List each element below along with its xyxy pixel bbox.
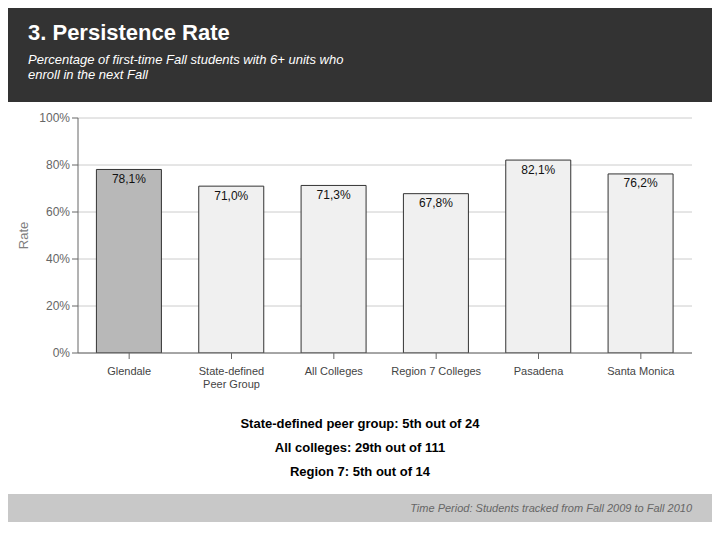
- html-text:State-defined peer group: 5th: State-defined peer group: 5th out of 24: [240, 416, 480, 431]
- svg-text:Pasadena: Pasadena: [514, 365, 564, 377]
- svg-text:Region 7 Colleges: Region 7 Colleges: [391, 365, 481, 377]
- svg-text:71,0%: 71,0%: [214, 189, 248, 203]
- svg-text:20%: 20%: [46, 299, 70, 313]
- html-text:Time Period: Students tracked: Time Period: Students tracked from Fall …: [410, 502, 692, 514]
- svg-text:0%: 0%: [53, 346, 71, 360]
- svg-text:80%: 80%: [46, 158, 70, 172]
- svg-text:Santa Monica: Santa Monica: [607, 365, 675, 377]
- svg-text:76,2%: 76,2%: [624, 176, 658, 190]
- svg-text:Rate: Rate: [16, 222, 31, 249]
- svg-text:78,1%: 78,1%: [112, 172, 146, 186]
- svg-text:60%: 60%: [46, 205, 70, 219]
- svg-text:71,3%: 71,3%: [317, 188, 351, 202]
- svg-text:All Colleges: All Colleges: [305, 365, 364, 377]
- svg-text:State-definedPeer Group: State-definedPeer Group: [199, 365, 264, 390]
- svg-text:67,8%: 67,8%: [419, 196, 453, 210]
- html-text:Percentage of first-time Fall: Percentage of first-time Fall students w…: [28, 52, 344, 82]
- html-text:3. Persistence Rate: 3. Persistence Rate: [28, 20, 230, 45]
- svg-text:40%: 40%: [46, 252, 70, 266]
- svg-text:82,1%: 82,1%: [521, 163, 555, 177]
- svg-text:100%: 100%: [39, 111, 70, 125]
- svg-text:Glendale: Glendale: [107, 365, 151, 377]
- html-text:All colleges: 29th out of 111: All colleges: 29th out of 111: [274, 440, 446, 455]
- html-text:Region 7: 5th out of 14: Region 7: 5th out of 14: [289, 464, 431, 479]
